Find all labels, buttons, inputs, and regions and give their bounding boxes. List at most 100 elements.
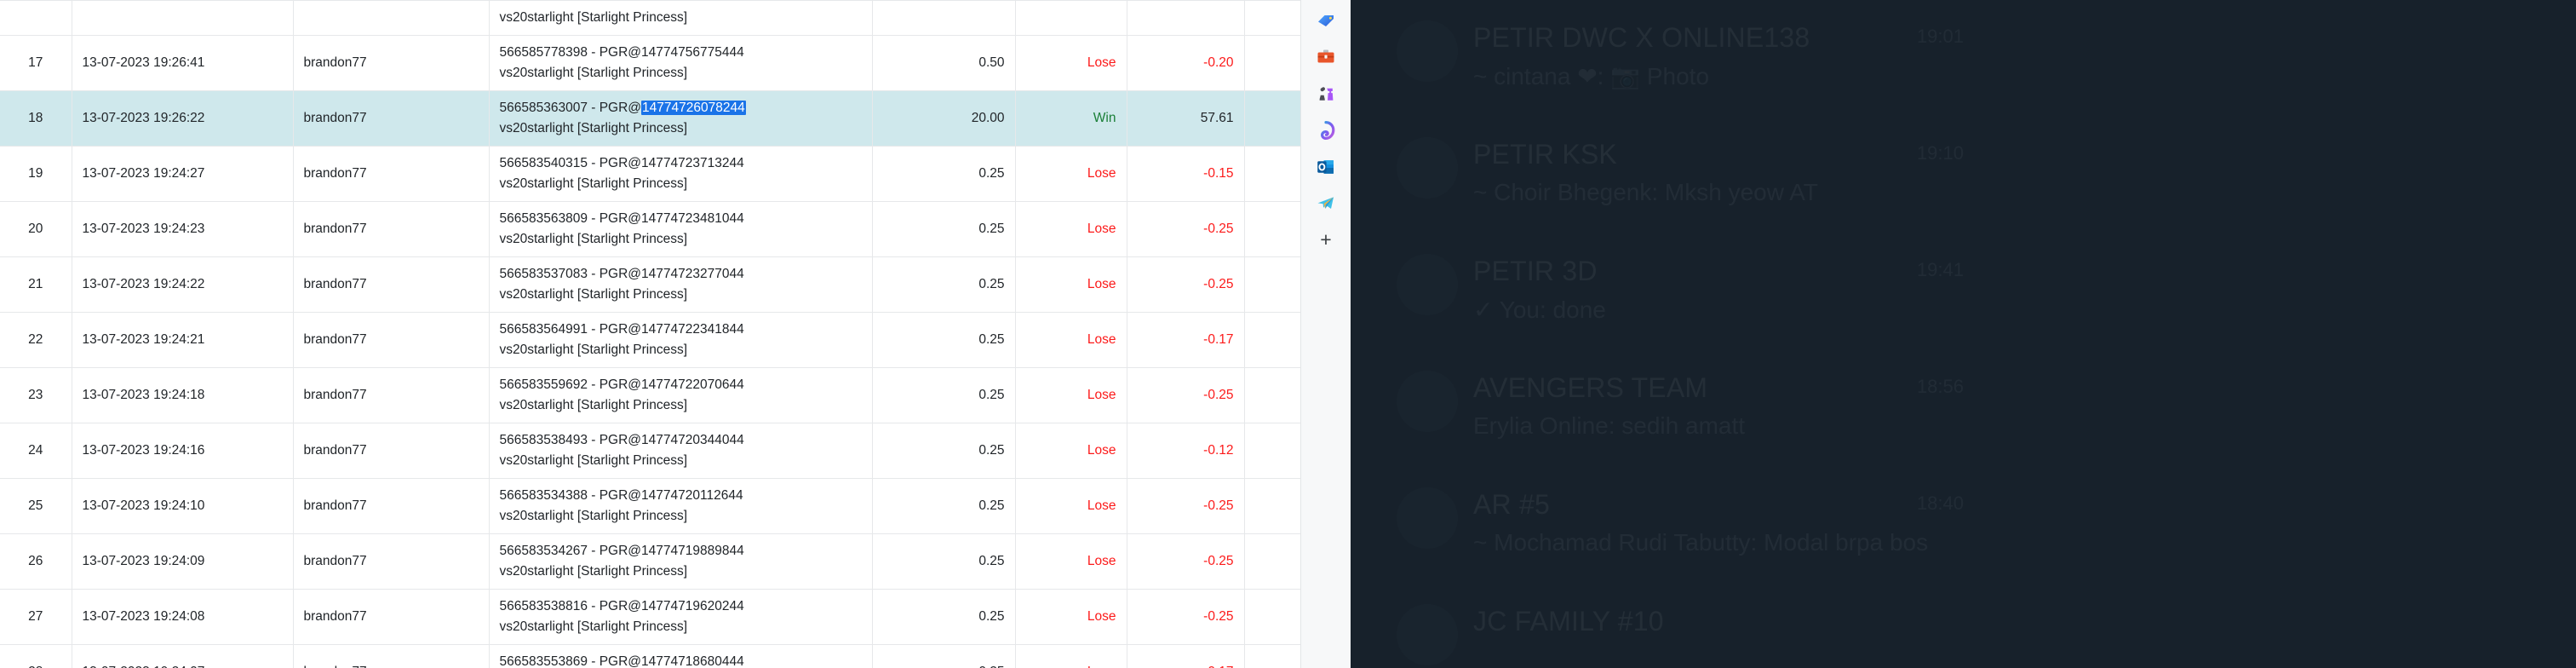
table-row[interactable]: 19 13-07-2023 19:24:27 brandon77 5665835403…	[0, 146, 1300, 202]
chat-message: ~ Choir Bhegenk: Mksh yeow AT	[1473, 179, 1818, 205]
cell-no: 22	[0, 312, 72, 368]
table-row[interactable]: 23 13-07-2023 19:24:18 brandon77 5665835596…	[0, 367, 1300, 423]
table-row[interactable]: 25 13-07-2023 19:24:10 brandon77 5665835343…	[0, 478, 1300, 534]
chess-icon[interactable]	[1306, 75, 1345, 112]
chat-list-item[interactable]: PETIR DWC X ONLINE138 ~ cintana ❤: 📷 Phot…	[1385, 0, 1981, 117]
cell-result	[1015, 0, 1127, 36]
ref-line-2: vs20starlight [Starlight Princess]	[499, 343, 688, 358]
cell-user: brandon77	[293, 312, 490, 368]
cell-jackpot: 0.00	[1244, 478, 1300, 534]
cell-no: 17	[0, 35, 72, 91]
ref-line-1: 566583538816 - PGR@14774719620244	[499, 599, 744, 614]
table-row[interactable]: 21 13-07-2023 19:24:22 brandon77 5665835370…	[0, 256, 1300, 313]
cell-ref: 566583559692 - PGR@14774722070644 vs20sta…	[489, 367, 873, 423]
cell-result: Lose	[1015, 644, 1127, 668]
cell-date: 13-07-2023 19:24:09	[72, 533, 294, 590]
cell-result: Lose	[1015, 589, 1127, 645]
chat-list-item[interactable]: PETIR KSK ~ Choir Bhegenk: Mksh yeow AT 19…	[1385, 117, 1981, 233]
table-row[interactable]: vs20starlight [Starlight Princess]	[0, 0, 1300, 36]
cell-jackpot: 0.00	[1244, 35, 1300, 91]
add-app-button[interactable]: +	[1320, 228, 1332, 250]
cell-date: 13-07-2023 19:24:16	[72, 423, 294, 479]
table-row[interactable]: 26 13-07-2023 19:24:09 brandon77 5665835342…	[0, 533, 1300, 590]
report-table-pane: vs20starlight [Starlight Princess] 17 13-0…	[0, 0, 1300, 668]
cell-date: 13-07-2023 19:26:41	[72, 35, 294, 91]
copilot-icon[interactable]	[1306, 112, 1345, 148]
chat-list-item[interactable]: JC FAMILY #10	[1385, 584, 1981, 668]
ref-line-2: vs20starlight [Starlight Princess]	[499, 10, 688, 25]
chat-message: ~ cintana ❤: 📷 Photo	[1473, 63, 1710, 89]
cell-no: 26	[0, 533, 72, 590]
toolbox-icon[interactable]	[1306, 38, 1345, 75]
cell-jackpot: 0.00	[1244, 423, 1300, 479]
cell-date	[72, 0, 294, 36]
cell-jackpot: 0.00	[1244, 367, 1300, 423]
cell-no: 20	[0, 201, 72, 257]
avatar	[1397, 371, 1458, 432]
chat-title: JC FAMILY #10	[1473, 606, 1664, 636]
table-row[interactable]: 22 13-07-2023 19:24:21 brandon77 5665835649…	[0, 312, 1300, 368]
game-history-table: vs20starlight [Starlight Princess] 17 13-0…	[0, 0, 1300, 668]
cell-ref: 566583538816 - PGR@14774719620244 vs20sta…	[489, 589, 873, 645]
telegram-icon[interactable]	[1306, 185, 1345, 222]
cell-no: 24	[0, 423, 72, 479]
cell-jackpot	[1244, 0, 1300, 36]
ref-line-2: vs20starlight [Starlight Princess]	[499, 176, 688, 192]
cell-date: 13-07-2023 19:24:21	[72, 312, 294, 368]
ref-line-2: vs20starlight [Starlight Princess]	[499, 398, 688, 413]
ref-line-1: 566583553869 - PGR@14774718680444	[499, 654, 744, 668]
ref-line-2: vs20starlight [Starlight Princess]	[499, 121, 688, 136]
cell-jackpot: 0.00	[1244, 201, 1300, 257]
cell-no: 18	[0, 90, 72, 147]
cell-user: brandon77	[293, 35, 490, 91]
cell-winloss: -0.25	[1127, 201, 1245, 257]
avatar	[1397, 20, 1458, 82]
tag-icon[interactable]	[1306, 2, 1345, 38]
cell-winloss: 57.61	[1127, 90, 1245, 147]
cell-bet: 0.25	[872, 533, 1016, 590]
outlook-icon[interactable]	[1306, 148, 1345, 185]
cell-bet	[872, 0, 1016, 36]
cell-jackpot: 0.00	[1244, 589, 1300, 645]
ref-line-1: 566585778398 - PGR@14774756775444	[499, 45, 744, 60]
cell-date: 13-07-2023 19:24:23	[72, 201, 294, 257]
chat-title: PETIR 3D	[1473, 256, 1598, 286]
cell-bet: 0.25	[872, 146, 1016, 202]
table-row[interactable]: 17 13-07-2023 19:26:41 brandon77 5665857783…	[0, 35, 1300, 91]
table-row[interactable]: 18 13-07-2023 19:26:22 brandon77 5665853630…	[0, 90, 1300, 147]
chat-title: PETIR KSK	[1473, 139, 1617, 170]
ref-line-2: vs20starlight [Starlight Princess]	[499, 287, 688, 302]
cell-bet: 20.00	[872, 90, 1016, 147]
cell-no: 27	[0, 589, 72, 645]
table-row[interactable]: 27 13-07-2023 19:24:08 brandon77 5665835388…	[0, 589, 1300, 645]
cell-ref: 566583534267 - PGR@14774719889844 vs20sta…	[489, 533, 873, 590]
table-row[interactable]: 24 13-07-2023 19:24:16 brandon77 5665835384…	[0, 423, 1300, 479]
cell-user: brandon77	[293, 146, 490, 202]
cell-result: Lose	[1015, 533, 1127, 590]
chat-list-item[interactable]: AVENGERS TEAM Erylia Online: sedih amatt 1…	[1385, 350, 1981, 467]
chat-list-item[interactable]: AR #5 ~ Mochamad Rudi Tabutty: Modal brpa…	[1385, 467, 1981, 584]
cell-no: 21	[0, 256, 72, 313]
app-rail: +	[1300, 0, 1351, 668]
cell-no: 19	[0, 146, 72, 202]
cell-winloss: -0.15	[1127, 146, 1245, 202]
cell-date: 13-07-2023 19:24:27	[72, 146, 294, 202]
chat-list-item[interactable]: PETIR 3D ✓ You: done 19:41	[1385, 233, 1981, 350]
cell-ref: 566583563809 - PGR@14774723481044 vs20sta…	[489, 201, 873, 257]
cell-winloss: -0.25	[1127, 478, 1245, 534]
ref-line-1: 566583537083 - PGR@14774723277044	[499, 267, 744, 282]
cell-winloss: -0.25	[1127, 533, 1245, 590]
cell-user: brandon77	[293, 90, 490, 147]
chat-message: Erylia Online: sedih amatt	[1473, 412, 1746, 439]
cell-date: 13-07-2023 19:24:18	[72, 367, 294, 423]
cell-bet: 0.25	[872, 644, 1016, 668]
cell-ref: 566583537083 - PGR@14774723277044 vs20sta…	[489, 256, 873, 313]
ref-line-2: vs20starlight [Starlight Princess]	[499, 232, 688, 247]
cell-user: brandon77	[293, 367, 490, 423]
ref-line-1: 566583563809 - PGR@14774723481044	[499, 211, 744, 227]
table-row[interactable]: 20 13-07-2023 19:24:23 brandon77 5665835638…	[0, 201, 1300, 257]
cell-result: Lose	[1015, 478, 1127, 534]
table-row[interactable]: 2813-07-2023 19:24:07brandon775665835538…	[0, 644, 1300, 668]
cell-bet: 0.50	[872, 35, 1016, 91]
